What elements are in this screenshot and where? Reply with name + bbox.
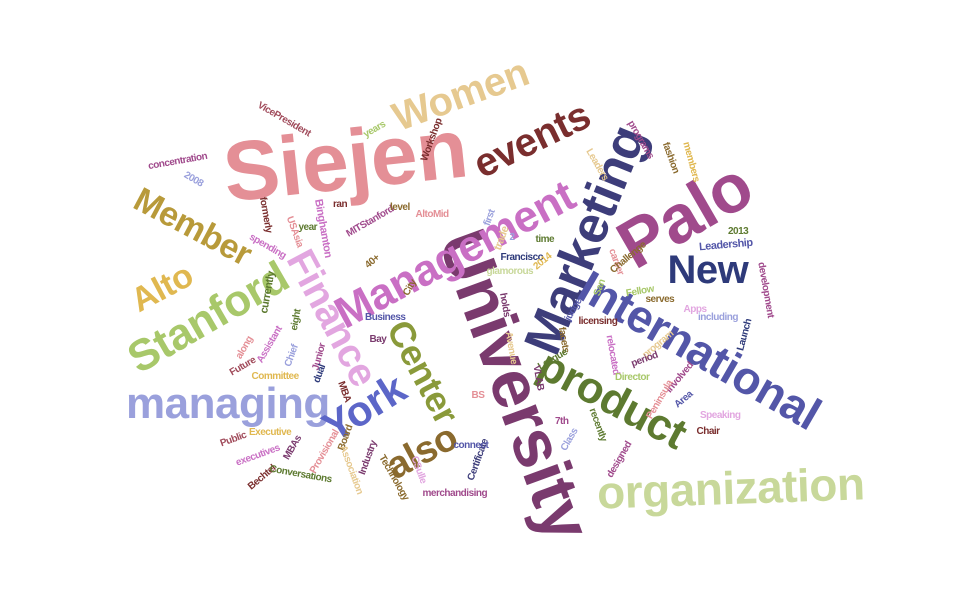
word-eight: eight	[288, 308, 303, 332]
word-time: time	[535, 234, 555, 245]
word-director: Director	[615, 372, 650, 383]
word-bay: Bay	[369, 334, 387, 345]
word-altomid: AltoMid	[415, 209, 450, 220]
word-concentration: concentration	[147, 150, 209, 173]
word-licensing: licensing	[578, 316, 618, 327]
word-period: period	[629, 349, 660, 370]
word-fashion: fashion	[659, 140, 682, 175]
word-serves: serves	[645, 294, 675, 305]
word-chair: Chair	[696, 426, 721, 437]
word-year: year	[298, 222, 318, 233]
word-glamorous: glamorous	[486, 266, 534, 277]
word-mbas: MBAs	[281, 433, 305, 462]
word-new: New	[667, 248, 749, 292]
word-managing: managing	[126, 379, 330, 428]
word-francisco: Francisco	[500, 252, 544, 263]
word-chief: Chief	[282, 343, 301, 369]
word-ran: ran	[333, 199, 348, 210]
word-merchandising: merchandising	[422, 488, 488, 499]
word-committee: Committee	[251, 371, 300, 382]
word-bs: BS	[471, 390, 485, 401]
word-mitstanford: MITStanford	[344, 203, 396, 240]
word-2008: 2008	[181, 169, 205, 190]
word-provisional: Provisional	[307, 428, 342, 476]
word-speaking: Speaking	[700, 410, 741, 421]
word-2013: 2013	[728, 226, 749, 237]
word-launch: Launch	[734, 317, 754, 353]
word-business: Business	[365, 312, 406, 323]
word-2: 2	[509, 232, 516, 243]
word-conversations: Conversations	[268, 463, 333, 486]
word-level: level	[390, 202, 410, 213]
word-area: Area	[672, 388, 696, 411]
word-assistant: Assistant	[254, 324, 285, 366]
word-development: development	[755, 261, 776, 319]
word-organization: organization	[595, 457, 865, 519]
word-7th: 7th	[555, 416, 569, 427]
word-executive: Executive	[249, 427, 292, 438]
word-including: including	[698, 312, 738, 323]
word-apps: Apps	[683, 304, 708, 315]
word-connect: connect	[453, 440, 489, 451]
word-public: Public	[218, 429, 248, 450]
